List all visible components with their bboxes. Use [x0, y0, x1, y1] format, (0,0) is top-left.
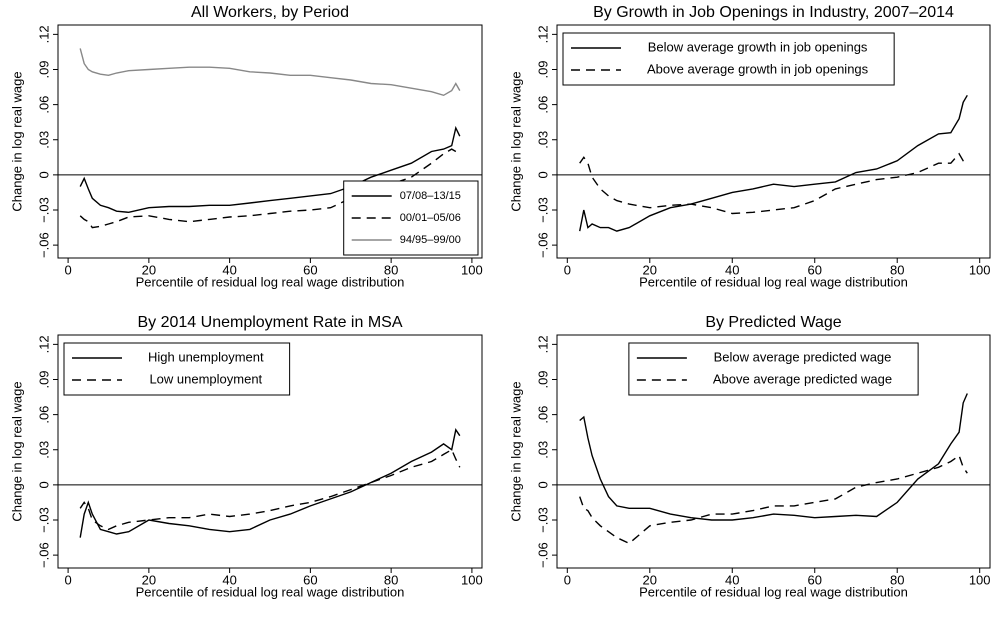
legend-box: [628, 342, 919, 396]
legend-box: [343, 180, 479, 256]
series-line: [79, 428, 461, 538]
panel: By Growth in Job Openings in Industry, 2…: [508, 4, 990, 289]
x-tick-label: 80: [384, 262, 398, 277]
x-axis-label: Percentile of residual log real wage dis…: [136, 274, 405, 289]
y-tick-label: .09: [36, 370, 51, 388]
x-tick-label: 40: [725, 262, 739, 277]
legend-label: 94/95–99/00: [400, 234, 461, 246]
series-line: [579, 94, 968, 232]
legend-box: [63, 342, 291, 396]
y-axis-label: Change in log real wage: [508, 71, 523, 211]
y-tick-label: .09: [535, 60, 550, 78]
chart-title: All Workers, by Period: [191, 4, 349, 21]
y-tick-label: .12: [535, 335, 550, 353]
y-tick-label: .09: [36, 60, 51, 78]
y-tick-label: 0: [36, 171, 51, 178]
x-tick-label: 100: [461, 262, 483, 277]
x-tick-label: 60: [808, 572, 822, 587]
y-tick-label: .06: [535, 406, 550, 424]
y-tick-label: .12: [36, 335, 51, 353]
x-tick-label: 80: [384, 572, 398, 587]
y-axis-label: Change in log real wage: [508, 381, 523, 521]
x-tick-label: 60: [808, 262, 822, 277]
legend: 07/08–13/15 00/01–05/06 94/95–99/00: [343, 180, 479, 256]
y-tick-label: .12: [535, 25, 550, 43]
legend-label: 00/01–05/06: [400, 212, 461, 224]
legend-label: 07/08–13/15: [400, 190, 461, 202]
y-tick-label: −.06: [36, 542, 51, 568]
chart-title: By Growth in Job Openings in Industry, 2…: [593, 4, 954, 21]
plot-frame: [57, 334, 483, 569]
legend-label: Above average predicted wage: [713, 371, 892, 386]
panel: By Predicted Wage −.06 −.03 0 .03 .06 .09 .12 0 2…: [508, 314, 990, 599]
legend-box: [562, 32, 895, 86]
x-tick-label: 0: [64, 262, 71, 277]
x-tick-label: 60: [303, 262, 317, 277]
plot-frame: [556, 24, 991, 259]
y-tick-label: 0: [535, 171, 550, 178]
chart-title: By Predicted Wage: [705, 314, 841, 331]
series-line: [579, 454, 968, 545]
x-tick-label: 100: [461, 572, 483, 587]
x-tick-label: 80: [890, 262, 904, 277]
series-line: [579, 393, 968, 521]
legend-label: Below average growth in job openings: [648, 39, 868, 54]
y-tick-label: −.03: [36, 197, 51, 223]
x-tick-label: 20: [643, 262, 657, 277]
x-tick-label: 40: [222, 262, 236, 277]
x-tick-label: 40: [725, 572, 739, 587]
plot-frame: [556, 334, 991, 569]
x-axis-label: Percentile of residual log real wage dis…: [136, 584, 405, 599]
y-tick-label: .06: [36, 96, 51, 114]
series-line: [579, 152, 968, 215]
series-line: [79, 125, 461, 214]
x-tick-label: 0: [64, 572, 71, 587]
y-tick-label: 0: [535, 481, 550, 488]
y-tick-label: −.03: [36, 507, 51, 533]
series-line: [79, 448, 461, 531]
chart-title: By 2014 Unemployment Rate in MSA: [137, 314, 402, 331]
y-tick-label: .06: [36, 406, 51, 424]
panel: All Workers, by Period −.06 −.03 0 .03 .06 .09…: [9, 4, 482, 289]
x-axis-label: Percentile of residual log real wage dis…: [639, 274, 908, 289]
y-tick-label: .03: [36, 441, 51, 459]
y-tick-label: −.03: [535, 197, 550, 223]
y-tick-label: .03: [535, 441, 550, 459]
legend-label: Below average predicted wage: [714, 349, 892, 364]
y-tick-label: −.06: [535, 232, 550, 258]
y-tick-label: −.06: [535, 542, 550, 568]
legend-label: High unemployment: [148, 349, 264, 364]
panel: By 2014 Unemployment Rate in MSA −.06 −.03…: [9, 314, 482, 599]
x-tick-label: 20: [142, 572, 156, 587]
x-axis-label: Percentile of residual log real wage dis…: [639, 584, 908, 599]
x-tick-label: 0: [564, 572, 571, 587]
legend: High unemployment Low unemployment: [63, 342, 291, 396]
x-tick-label: 0: [564, 262, 571, 277]
x-tick-label: 60: [303, 572, 317, 587]
y-tick-label: .12: [36, 25, 51, 43]
legend-label: Above average growth in job openings: [647, 61, 869, 76]
y-tick-label: .06: [535, 96, 550, 114]
plot-frame: [57, 24, 483, 259]
y-tick-label: −.03: [535, 507, 550, 533]
y-axis-label: Change in log real wage: [9, 381, 24, 521]
legend: Below average growth in job openings Abov…: [562, 32, 895, 86]
x-tick-label: 100: [969, 262, 991, 277]
legend-label: Low unemployment: [149, 371, 262, 386]
x-tick-label: 100: [969, 572, 991, 587]
y-tick-label: 0: [36, 481, 51, 488]
x-tick-label: 80: [890, 572, 904, 587]
y-tick-label: .03: [36, 131, 51, 149]
x-tick-label: 40: [222, 572, 236, 587]
series-line: [79, 148, 461, 229]
legend: Below average predicted wage Above averag…: [628, 342, 919, 396]
x-tick-label: 20: [142, 262, 156, 277]
series-line: [79, 48, 461, 97]
y-axis-label: Change in log real wage: [9, 71, 24, 211]
y-tick-label: .03: [535, 131, 550, 149]
y-tick-label: .09: [535, 370, 550, 388]
y-tick-label: −.06: [36, 232, 51, 258]
x-tick-label: 20: [643, 572, 657, 587]
